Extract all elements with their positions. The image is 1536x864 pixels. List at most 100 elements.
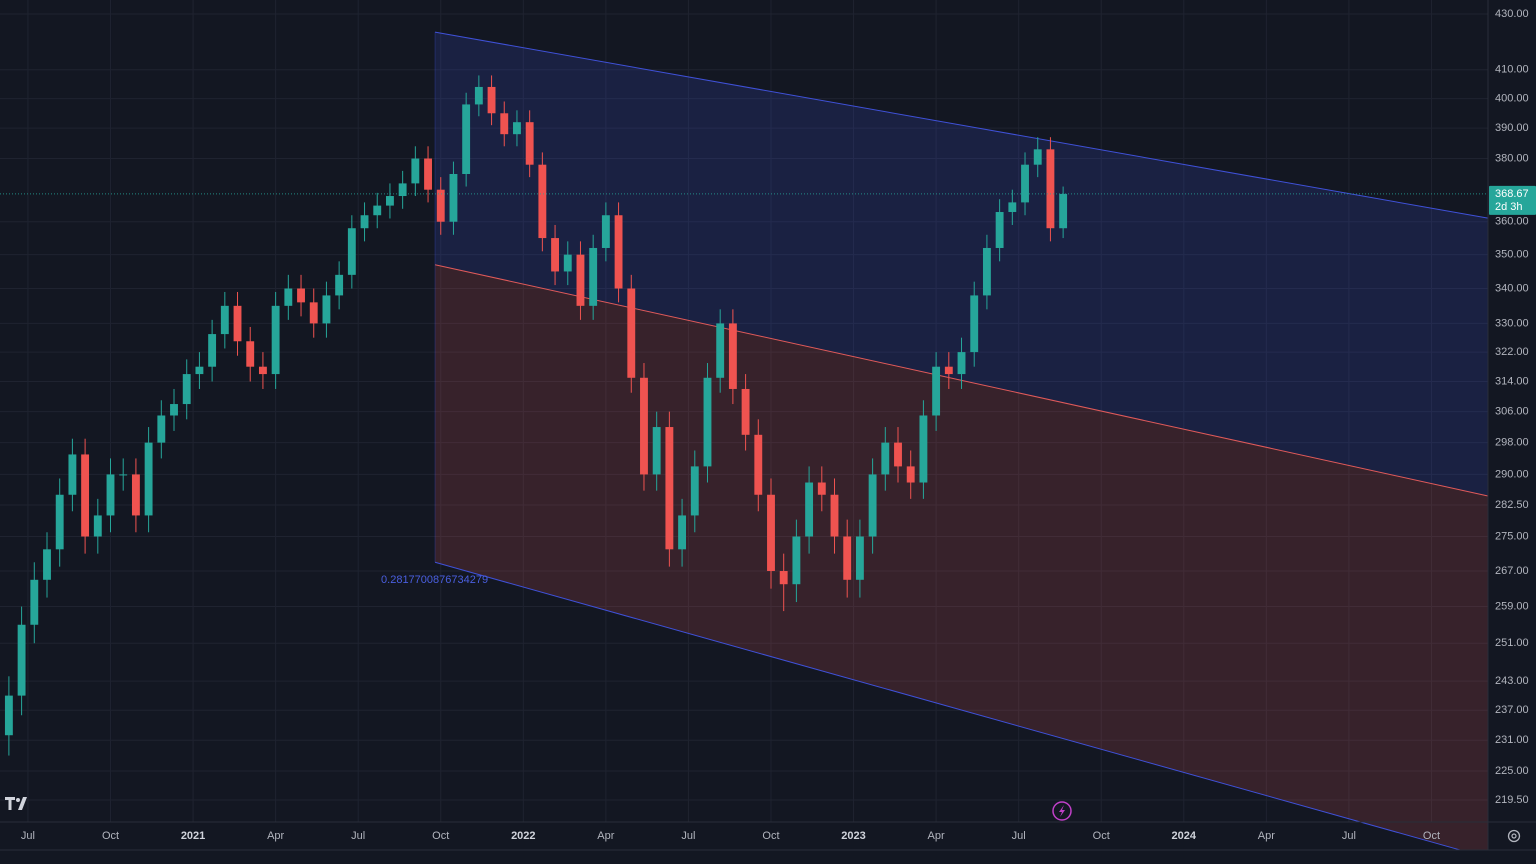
candle-body <box>195 366 204 375</box>
candle-body <box>284 288 293 306</box>
candle-body <box>271 305 280 375</box>
candle-body <box>538 164 547 239</box>
x-tick-label: 2024 <box>1172 830 1197 842</box>
x-tick-label: Apr <box>597 830 614 842</box>
x-tick-label: Jul <box>351 830 365 842</box>
x-tick-label: 2023 <box>841 830 865 842</box>
candle-body <box>246 341 255 367</box>
x-tick-label: Oct <box>432 830 449 842</box>
candle-body <box>131 474 140 516</box>
candle-body <box>220 305 229 335</box>
channel-upper-fill <box>435 32 1489 496</box>
candle-body <box>474 86 483 105</box>
candle-body <box>779 571 788 585</box>
candle-body <box>398 183 407 197</box>
x-tick-label: 2022 <box>511 830 535 842</box>
candle-body <box>982 247 991 296</box>
settings-button[interactable] <box>1507 829 1521 843</box>
y-tick-label: 251.00 <box>1495 637 1529 649</box>
candle-body <box>576 254 585 306</box>
candle-body <box>309 302 318 324</box>
candle-body <box>1033 149 1042 165</box>
candle-body <box>424 158 432 190</box>
candle-body <box>322 295 331 324</box>
y-tick-label: 290.00 <box>1495 468 1529 480</box>
x-tick-label: Jul <box>21 830 35 842</box>
candle-body <box>906 466 915 483</box>
candles <box>0 75 1488 756</box>
y-tick-label: 322.00 <box>1495 346 1529 358</box>
y-tick-label: 350.00 <box>1495 249 1529 261</box>
y-tick-label: 298.00 <box>1495 437 1529 449</box>
candle-body <box>1021 164 1029 203</box>
candle-body <box>81 454 90 537</box>
candle-body <box>678 515 687 550</box>
y-tick-label: 330.00 <box>1495 317 1529 329</box>
candle-body <box>170 404 178 416</box>
candle-body <box>957 352 966 375</box>
y-tick-label: 259.00 <box>1495 600 1529 612</box>
candle-body <box>68 454 77 495</box>
candle-body <box>754 434 763 495</box>
candle-body <box>360 215 369 229</box>
channel-lower-line <box>434 561 1489 859</box>
channel-upper-line <box>434 31 1489 219</box>
candle-body <box>652 427 661 475</box>
candle-body <box>487 86 496 114</box>
candle-body <box>500 113 509 135</box>
candle-body <box>665 427 674 550</box>
candle-body <box>373 205 382 216</box>
x-tick-label: Jul <box>1342 830 1356 842</box>
x-tick-label: Jul <box>681 830 695 842</box>
tv-logo <box>5 797 27 810</box>
candle-body <box>119 474 128 476</box>
candle-body <box>716 323 725 378</box>
candle-body <box>855 536 864 580</box>
y-tick-label: 219.50 <box>1495 794 1529 806</box>
candle-body <box>894 442 902 467</box>
y-tick-label: 380.00 <box>1495 152 1529 164</box>
candle-body <box>627 288 636 378</box>
candle-body <box>157 415 166 443</box>
x-tick-label: Apr <box>267 830 284 842</box>
grid <box>0 0 1488 822</box>
candle-body <box>1046 149 1055 229</box>
candle-body <box>335 274 344 296</box>
candle-body <box>614 215 623 289</box>
candle-body <box>1059 193 1068 229</box>
y-tick-label: 306.00 <box>1495 406 1529 418</box>
candle-body <box>513 122 521 135</box>
candle-body <box>792 536 801 585</box>
candle-body <box>297 288 305 303</box>
channel-lower-fill <box>435 264 1489 858</box>
candle-body <box>233 305 242 342</box>
y-tick-label: 314.00 <box>1495 375 1529 387</box>
candle-body <box>17 624 26 696</box>
lightning-button[interactable] <box>1052 801 1072 821</box>
x-tick-label: Apr <box>928 830 945 842</box>
x-tick-label: Oct <box>1093 830 1110 842</box>
x-tick-label: Jul <box>1012 830 1026 842</box>
candle-body <box>767 494 775 572</box>
y-tick-label: 390.00 <box>1495 122 1529 134</box>
candle-body <box>944 366 953 375</box>
candle-body <box>106 474 115 516</box>
candle-body <box>640 377 648 475</box>
price-label: 368.67 <box>1495 188 1529 200</box>
candle-body <box>728 323 737 389</box>
candle-body <box>55 494 64 550</box>
countdown-label: 2d 3h <box>1495 201 1523 213</box>
y-tick-label: 340.00 <box>1495 282 1529 294</box>
candle-body <box>182 374 191 405</box>
candle-body <box>208 334 217 367</box>
price-label-box <box>1489 185 1536 215</box>
candle-body <box>436 189 445 222</box>
candle-body <box>1008 202 1017 213</box>
candle-body <box>525 122 534 165</box>
x-tick-label: Oct <box>762 830 779 842</box>
channel-label: 0.2817700876734279 <box>381 574 488 586</box>
x-tick-label: Apr <box>1258 830 1275 842</box>
